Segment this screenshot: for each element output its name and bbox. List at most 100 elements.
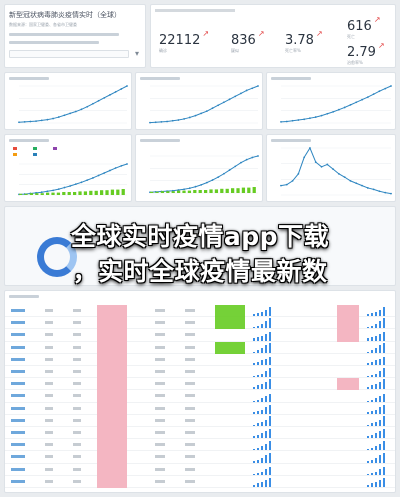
bar <box>160 191 165 193</box>
region-link[interactable] <box>11 370 25 373</box>
data-point <box>200 183 203 186</box>
region-link[interactable] <box>11 394 25 398</box>
region-link[interactable] <box>11 357 25 361</box>
region-link[interactable] <box>11 309 25 312</box>
sparkline <box>367 379 389 390</box>
sparkline <box>253 367 275 378</box>
sparkline <box>367 428 389 439</box>
spark-bar <box>383 393 385 402</box>
data-point <box>228 169 231 171</box>
table-row[interactable] <box>5 475 395 488</box>
progress-cell-green <box>215 317 245 330</box>
spark-bar <box>383 356 385 365</box>
spark-bar <box>265 310 267 317</box>
data-point <box>86 105 89 108</box>
spark-bar <box>269 477 271 487</box>
data-point <box>378 90 381 93</box>
table-row[interactable] <box>5 329 395 342</box>
sparkline <box>253 415 275 426</box>
data-point <box>291 180 294 182</box>
stats-panel: 22112 ↗ 确诊 836 ↗ 疑似 3.78 ↗ 死亡率% 616 ↗ 死亡 2.7… <box>150 4 396 68</box>
table-row[interactable] <box>5 305 395 318</box>
highlight-cell-pink <box>97 427 127 440</box>
dropdown-chevron-icon[interactable]: ▾ <box>135 49 140 58</box>
region-link[interactable] <box>11 467 25 471</box>
table-row[interactable] <box>5 402 395 415</box>
cell-value <box>155 345 165 349</box>
cell-value <box>73 406 81 410</box>
cell-value <box>73 431 81 434</box>
spark-bar <box>269 466 271 475</box>
data-point <box>245 158 248 161</box>
bar <box>83 191 88 195</box>
spark-bar <box>269 356 271 365</box>
region-link[interactable] <box>11 443 25 447</box>
cell-value <box>185 455 195 459</box>
spark-bar <box>383 466 385 475</box>
table-row[interactable] <box>5 451 395 464</box>
sparkline <box>253 342 275 353</box>
spark-bar <box>383 318 385 329</box>
table-row[interactable] <box>5 378 395 391</box>
spark-bar <box>383 307 385 317</box>
table-row[interactable] <box>5 463 395 476</box>
stat-cure-rate: 2.79 ↗ 治愈率% <box>347 41 385 66</box>
cell-value <box>185 431 195 434</box>
cell-value <box>45 443 53 447</box>
search-input[interactable] <box>9 50 129 58</box>
spark-bar <box>367 484 369 487</box>
region-link[interactable] <box>11 321 25 325</box>
spark-bar <box>375 446 377 451</box>
region-link[interactable] <box>11 418 25 422</box>
spark-bar <box>375 421 377 426</box>
data-point <box>285 120 288 123</box>
spark-bar <box>257 435 259 439</box>
region-link[interactable] <box>11 382 25 386</box>
data-point <box>97 99 100 102</box>
data-point <box>97 174 100 177</box>
spark-bar <box>371 349 373 353</box>
cell-value <box>155 431 165 434</box>
cell-value <box>73 443 81 447</box>
data-point <box>320 114 323 117</box>
data-point <box>74 183 77 186</box>
region-link[interactable] <box>11 455 25 459</box>
data-point <box>384 191 387 194</box>
region-link[interactable] <box>11 345 25 349</box>
sparkline <box>367 367 389 378</box>
region-link[interactable] <box>11 406 25 410</box>
table-row[interactable] <box>5 341 395 354</box>
spark-bar <box>265 406 267 414</box>
table-row[interactable] <box>5 439 395 452</box>
region-link[interactable] <box>11 479 25 483</box>
bar <box>19 193 23 195</box>
spark-bar <box>269 441 271 451</box>
table-row[interactable] <box>5 366 395 379</box>
data-point <box>337 108 340 111</box>
spark-bar <box>257 399 259 402</box>
data-point <box>91 102 94 105</box>
table-row[interactable] <box>5 390 395 403</box>
bar <box>247 187 251 193</box>
highlight-cell-pink <box>97 329 127 342</box>
spark-bar <box>253 387 255 390</box>
sparkline <box>253 330 275 341</box>
spark-bar <box>367 362 369 365</box>
chart-title <box>271 77 311 80</box>
data-point <box>326 112 329 115</box>
table-row[interactable] <box>5 353 395 366</box>
spark-bar <box>269 415 271 426</box>
data-point <box>280 184 282 187</box>
region-link[interactable] <box>11 431 25 434</box>
bar <box>89 190 93 195</box>
data-point <box>52 189 55 192</box>
region-link[interactable] <box>11 333 25 337</box>
table-row[interactable] <box>5 414 395 427</box>
table-row[interactable] <box>5 427 395 440</box>
chart-title <box>140 77 180 80</box>
spark-bar <box>371 422 373 426</box>
spark-bar <box>379 321 381 329</box>
cell-value <box>45 431 53 434</box>
map-panel <box>4 206 396 286</box>
table-row[interactable] <box>5 317 395 330</box>
